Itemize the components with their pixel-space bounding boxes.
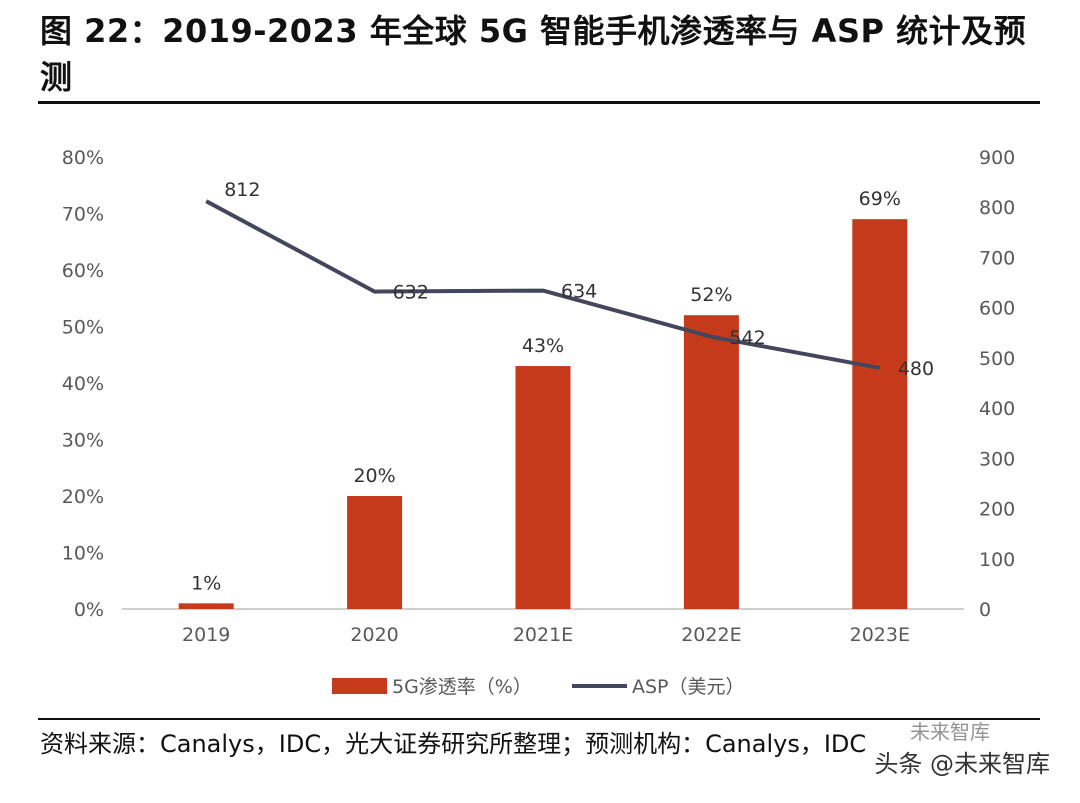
y-right-tick-label: 200: [979, 499, 1015, 521]
bar: [347, 496, 403, 609]
y-left-tick-label: 10%: [62, 543, 104, 565]
y-right-tick-label: 500: [979, 348, 1015, 370]
line-data-label: 542: [729, 327, 765, 349]
line-data-label: 634: [561, 281, 597, 303]
legend-line-label: ASP（美元）: [632, 676, 745, 698]
line-data-label: 812: [224, 179, 260, 201]
y-left-tick-label: 80%: [62, 147, 104, 169]
y-left-tick-label: 20%: [62, 486, 104, 508]
y-left-tick-label: 70%: [62, 204, 104, 226]
legend-bar-swatch: [332, 678, 387, 694]
bar: [178, 603, 234, 609]
y-left-tick-label: 60%: [62, 260, 104, 282]
line-data-label: 480: [898, 358, 934, 380]
y-left-tick-label: 0%: [74, 599, 104, 621]
x-tick-label: 2021E: [513, 624, 573, 646]
y-right-tick-label: 0: [979, 599, 991, 621]
y-right-tick-label: 700: [979, 247, 1015, 269]
legend-bar-label: 5G渗透率（%）: [392, 676, 532, 698]
bar: [852, 219, 908, 609]
source-divider: [38, 718, 1040, 720]
bar-data-label: 1%: [191, 572, 221, 594]
y-right-tick-label: 400: [979, 398, 1015, 420]
bar-data-label: 20%: [353, 465, 395, 487]
watermark-secondary: 未来智库: [910, 720, 990, 744]
asp-line: [205, 199, 881, 370]
y-left-tick-label: 50%: [62, 317, 104, 339]
bar-data-label: 43%: [522, 335, 564, 357]
title-divider: [38, 101, 1040, 104]
bar: [515, 366, 571, 609]
bar-data-label: 69%: [859, 188, 901, 210]
y-right-tick-label: 900: [979, 147, 1015, 169]
x-tick-label: 2023E: [850, 624, 910, 646]
y-right-tick-label: 100: [979, 549, 1015, 571]
x-tick-label: 2020: [350, 624, 398, 646]
bar: [683, 315, 739, 609]
line-data-label: 632: [393, 282, 429, 304]
y-right-tick-label: 800: [979, 197, 1015, 219]
y-left-tick-label: 30%: [62, 430, 104, 452]
y-right-tick-label: 600: [979, 298, 1015, 320]
watermark: 头条 @未来智库: [874, 750, 1050, 778]
y-right-tick-label: 300: [979, 448, 1015, 470]
x-tick-label: 2022E: [681, 624, 741, 646]
bar-data-label: 52%: [690, 284, 732, 306]
chart-title: 图 22：2019-2023 年全球 5G 智能手机渗透率与 ASP 统计及预测: [40, 12, 1027, 96]
y-left-tick-label: 40%: [62, 373, 104, 395]
source-note: 资料来源：Canalys，IDC，光大证券研究所整理；预测机构：Canalys，…: [40, 730, 867, 758]
x-tick-label: 2019: [182, 624, 230, 646]
